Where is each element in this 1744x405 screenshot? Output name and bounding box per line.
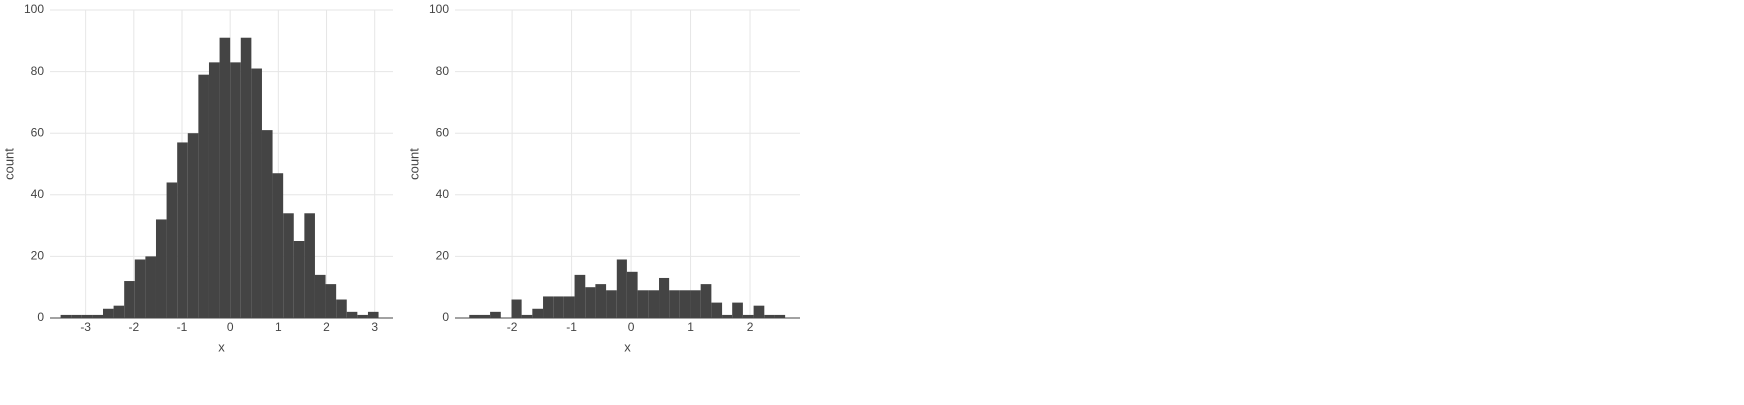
x-tick-label: 3: [371, 320, 378, 334]
bar: [155, 219, 167, 318]
bar: [145, 256, 156, 318]
y-tick-label: 60: [436, 125, 450, 139]
bar: [357, 314, 368, 318]
bar: [511, 299, 522, 318]
y-tick-label: 0: [442, 310, 449, 324]
bar: [711, 302, 723, 318]
bar: [208, 62, 220, 318]
bar: [732, 302, 743, 318]
bar: [679, 290, 691, 318]
bar: [314, 274, 326, 318]
bar: [669, 290, 680, 318]
bar: [346, 311, 358, 318]
x-tick-label: -2: [507, 320, 518, 334]
bar: [272, 173, 284, 318]
bar: [532, 308, 544, 318]
bar: [251, 68, 262, 319]
bar: [490, 311, 501, 318]
bar: [177, 142, 188, 318]
x-tick-label: -3: [80, 320, 91, 334]
bar: [616, 259, 627, 318]
x-tick-label: 0: [227, 320, 234, 334]
bar: [595, 284, 607, 318]
bar: [722, 314, 733, 318]
bar: [469, 314, 480, 318]
bar: [102, 308, 114, 318]
x-tick-label: 2: [747, 320, 754, 334]
y-tick-label: 80: [436, 64, 450, 78]
x-axis-label: x: [218, 339, 225, 354]
bar: [479, 314, 491, 318]
bar: [230, 62, 241, 318]
y-tick-label: 20: [31, 249, 45, 263]
x-tick-label: 1: [687, 320, 694, 334]
y-axis-label: count: [406, 148, 421, 180]
y-tick-label: 0: [37, 310, 44, 324]
x-tick-label: 0: [628, 320, 635, 334]
bar: [293, 241, 305, 318]
y-tick-label: 100: [24, 2, 44, 16]
bar: [325, 284, 337, 318]
y-tick-label: 40: [31, 187, 45, 201]
bar: [219, 37, 231, 318]
bar: [764, 314, 775, 318]
bar: [700, 284, 712, 318]
bar: [134, 259, 146, 318]
x-tick-label: 1: [275, 320, 282, 334]
y-tick-label: 80: [31, 64, 45, 78]
bar: [187, 133, 199, 318]
bar: [626, 271, 638, 318]
y-tick-label: 60: [31, 125, 45, 139]
bar: [304, 213, 315, 318]
y-axis-label: count: [1, 148, 16, 180]
bar: [60, 314, 72, 318]
bar: [166, 182, 178, 318]
bar: [690, 290, 701, 318]
bar: [648, 290, 660, 318]
bar: [585, 287, 596, 318]
bar: [124, 281, 135, 318]
bar: [553, 296, 564, 318]
y-tick-label: 100: [429, 2, 449, 16]
y-tick-label: 20: [436, 249, 450, 263]
bar: [659, 277, 670, 318]
x-tick-label: -2: [128, 320, 139, 334]
bar: [606, 290, 617, 318]
bar: [563, 296, 575, 318]
bar: [81, 314, 93, 318]
bar: [637, 290, 649, 318]
bar: [521, 314, 533, 318]
bar: [71, 314, 82, 318]
bar: [261, 130, 273, 318]
bar: [367, 311, 379, 318]
bar: [543, 296, 554, 318]
bar: [753, 305, 765, 318]
bar: [283, 213, 294, 318]
x-tick-label: -1: [566, 320, 577, 334]
bar: [92, 314, 103, 318]
bar: [240, 37, 252, 318]
y-tick-label: 40: [436, 187, 450, 201]
bar: [742, 314, 754, 318]
bar: [574, 274, 586, 318]
x-tick-label: -1: [177, 320, 188, 334]
bar: [113, 305, 125, 318]
bar: [774, 314, 786, 318]
bar: [198, 74, 209, 319]
x-tick-label: 2: [323, 320, 330, 334]
bar: [336, 299, 347, 318]
x-axis-label: x: [624, 339, 631, 354]
